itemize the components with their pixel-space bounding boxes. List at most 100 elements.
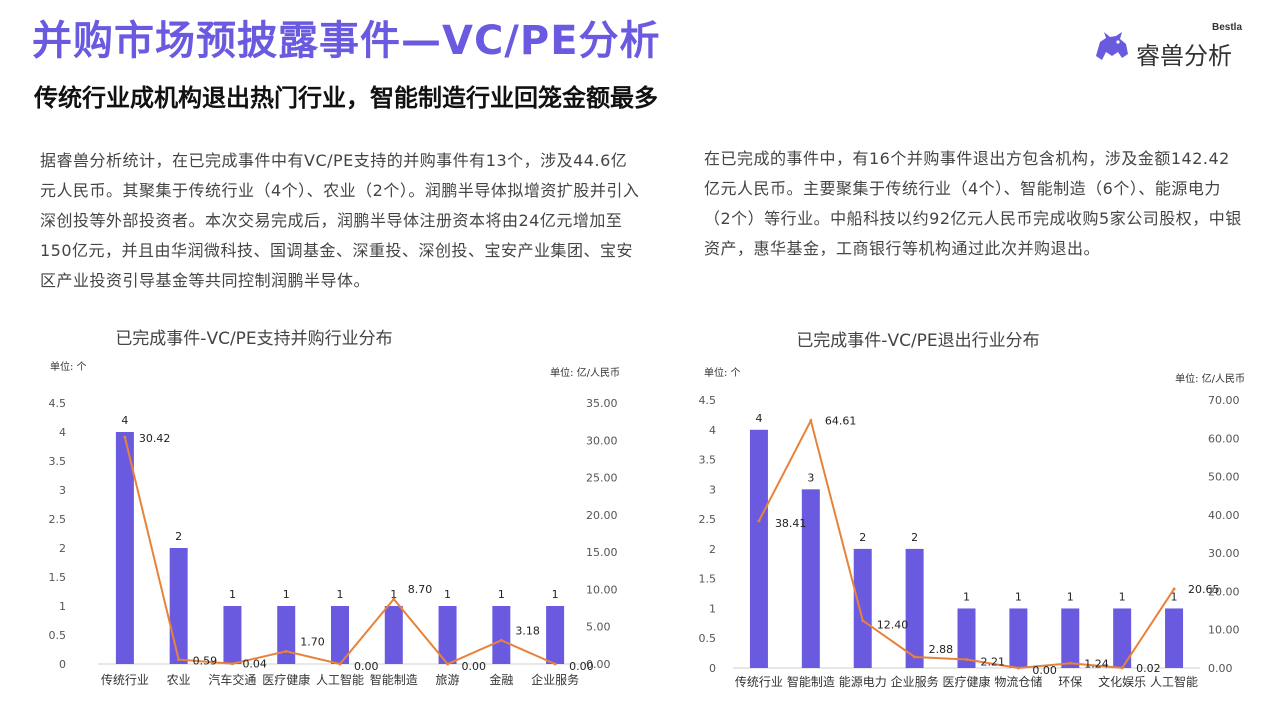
line-value-label: 64.61 — [825, 415, 857, 428]
bar — [115, 432, 134, 664]
left-tick-label: 0 — [709, 662, 716, 675]
bar — [1113, 608, 1132, 668]
bar-value-label: 1 — [337, 588, 344, 601]
brand-sub-text: Bestla — [1211, 22, 1242, 33]
category-label: 企业服务 — [891, 674, 939, 689]
line-point — [913, 655, 917, 659]
category-label: 人工智能 — [1150, 674, 1198, 689]
brand-name: 睿兽分析 — [1136, 42, 1232, 70]
line-value-label: 0.00 — [569, 660, 594, 673]
line-point — [446, 662, 450, 666]
line-value-label: 38.41 — [775, 517, 807, 530]
bar — [1165, 608, 1184, 668]
line-value-label: 0.02 — [1136, 662, 1161, 675]
line-value-label: 0.59 — [193, 655, 218, 668]
right-tick-label: 70.00 — [1208, 394, 1240, 407]
line-point — [499, 638, 503, 642]
bar-value-label: 2 — [911, 531, 918, 544]
line-point — [1068, 661, 1072, 665]
right-tick-label: 10.00 — [586, 583, 618, 596]
right-tick-label: 0.00 — [586, 658, 611, 671]
bar-value-label: 3 — [807, 471, 814, 484]
bar-value-label: 4 — [121, 414, 128, 427]
line-point — [284, 649, 288, 653]
left-tick-label: 3.5 — [49, 455, 67, 468]
chart-title: 已完成事件-VC/PE支持并购行业分布 — [115, 329, 392, 349]
bar — [277, 606, 296, 664]
bar-value-label: 1 — [1067, 590, 1074, 603]
right-axis-unit: 单位: 亿/人民币 — [1175, 372, 1245, 385]
category-label: 汽车交通 — [208, 672, 256, 687]
left-tick-label: 1.5 — [699, 573, 717, 586]
line-point — [177, 658, 181, 662]
line-value-label: 0.00 — [1032, 664, 1057, 677]
bar — [546, 606, 565, 664]
bar — [1061, 608, 1080, 668]
right-tick-label: 40.00 — [1208, 509, 1240, 522]
right-tick-label: 20.00 — [586, 509, 618, 522]
brand-logo: Bestla 睿兽分析 — [1092, 22, 1252, 70]
category-label: 传统行业 — [735, 674, 783, 689]
bar — [223, 606, 242, 664]
bar-value-label: 1 — [552, 588, 559, 601]
left-tick-label: 1 — [59, 600, 66, 613]
line-value-label: 3.18 — [515, 624, 540, 637]
line-value-label: 0.00 — [354, 660, 379, 673]
left-tick-label: 4.5 — [699, 394, 717, 407]
left-tick-label: 2.5 — [49, 513, 67, 526]
category-label: 能源电力 — [839, 675, 887, 689]
right-tick-label: 25.00 — [586, 472, 618, 485]
left-axis-unit: 单位: 个 — [50, 360, 87, 373]
left-summary-paragraph: 据睿兽分析统计，在已完成事件中有VC/PE支持的并购事件有13个，涉及44.6亿… — [40, 151, 640, 290]
bar-value-label: 2 — [175, 530, 182, 543]
right-tick-label: 10.00 — [1208, 624, 1240, 637]
right-tick-label: 60.00 — [1208, 432, 1240, 445]
line-value-label: 12.40 — [877, 619, 909, 632]
line-value-label: 30.42 — [139, 432, 171, 445]
category-label: 医疗健康 — [942, 674, 990, 689]
right-tick-label: 5.00 — [586, 621, 611, 634]
line-point — [965, 658, 968, 662]
right-tick-label: 0.00 — [1208, 662, 1233, 675]
line-value-label: 0.04 — [242, 658, 267, 671]
category-label: 智能制造 — [370, 672, 418, 687]
line-point — [123, 435, 127, 439]
category-label: 文化娱乐 — [1098, 674, 1146, 689]
line-value-label: 20.65 — [1188, 583, 1220, 596]
bar — [1009, 608, 1028, 668]
bar — [905, 548, 924, 668]
category-label: 医疗健康 — [262, 672, 310, 687]
category-label: 旅游 — [436, 673, 460, 687]
chart-vcpe-exit: 已完成事件-VC/PE退出行业分布 单位: 个 单位: 亿/人民币 0 0.5 1 1.5 2… — [690, 322, 1270, 702]
right-summary-paragraph: 在已完成的事件中，有16个并购事件退出方包含机构，涉及金额142.42亿元人民币… — [704, 149, 1242, 258]
bar-value-label: 1 — [1119, 590, 1126, 603]
line-point — [230, 662, 234, 666]
right-axis-unit: 单位: 亿/人民币 — [550, 366, 620, 379]
bar — [169, 548, 188, 664]
bar — [438, 606, 457, 664]
chart-vcpe-support: 已完成事件-VC/PE支持并购行业分布 单位: 个 单位: 亿/人民币 0 0.5 1 1.… — [30, 320, 640, 700]
left-axis-unit: 单位: 个 — [704, 366, 741, 379]
line-value-label: 2.88 — [929, 643, 954, 656]
category-label: 物流仓储 — [994, 674, 1042, 689]
line-point — [392, 597, 396, 601]
left-tick-label: 0.5 — [49, 629, 67, 642]
right-tick-label: 50.00 — [1208, 471, 1240, 484]
bar-value-label: 1 — [390, 588, 397, 601]
category-label: 智能制造 — [787, 674, 835, 689]
bar — [853, 548, 872, 668]
line-value-label: 1.70 — [300, 635, 325, 648]
line-point — [1172, 587, 1176, 591]
left-tick-label: 1 — [709, 602, 716, 615]
line-point — [553, 662, 557, 666]
category-label: 农业 — [167, 673, 191, 687]
category-label: 传统行业 — [101, 672, 149, 687]
left-tick-label: 2 — [59, 542, 66, 555]
bar — [957, 608, 976, 668]
bar-value-label: 2 — [859, 531, 866, 544]
line-point — [809, 419, 813, 423]
category-label: 企业服务 — [531, 672, 579, 687]
page-title: 并购市场预披露事件—VC/PE分析 — [32, 18, 661, 64]
